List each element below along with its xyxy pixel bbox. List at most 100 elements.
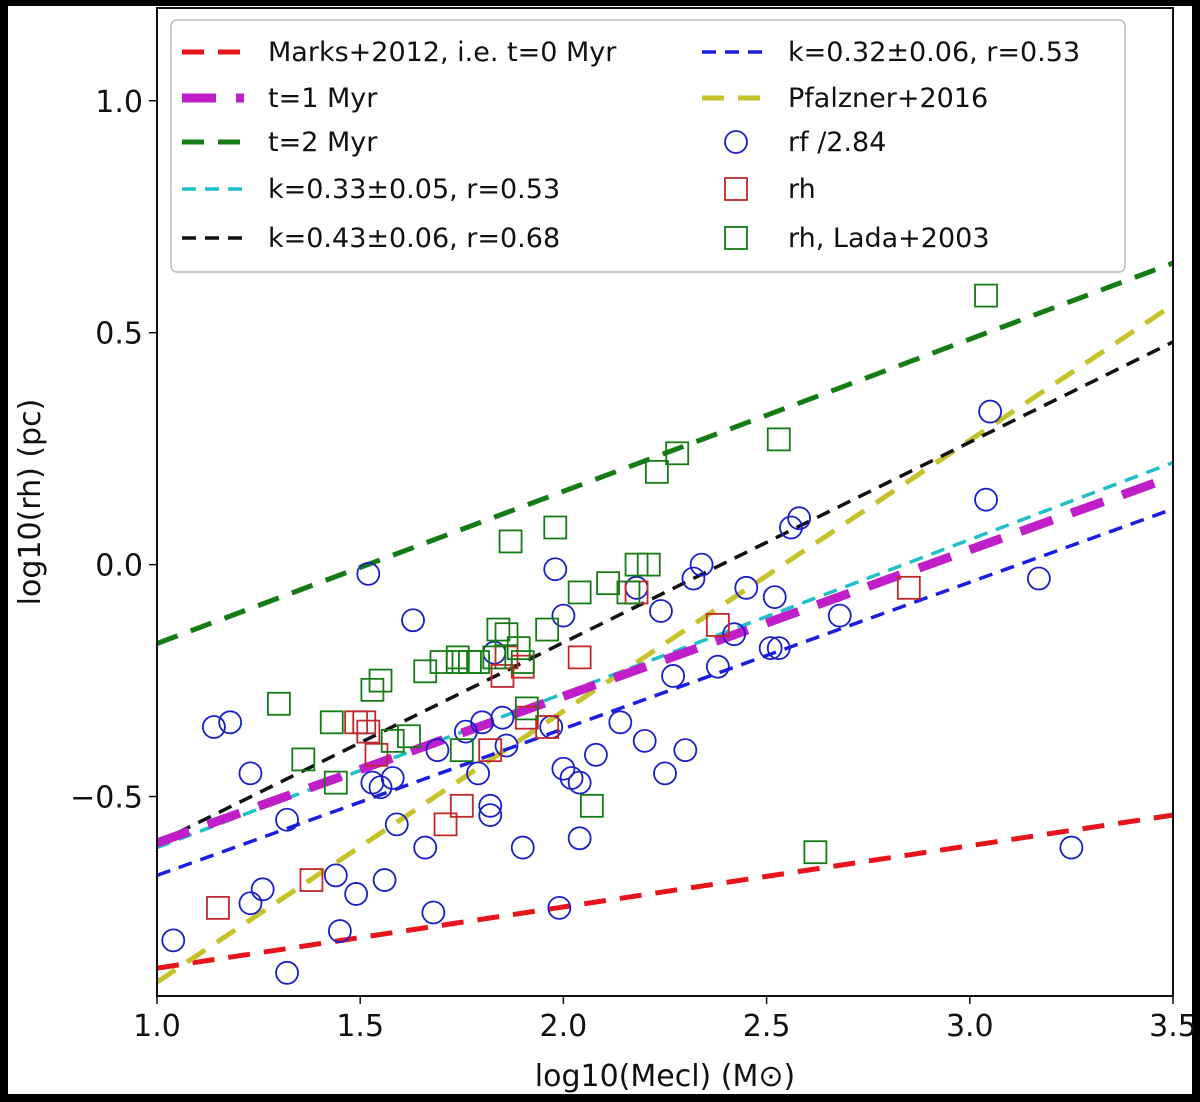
legend-item-k-0-33-0-05-r-0-53: k=0.33±0.05, r=0.53 bbox=[182, 174, 560, 205]
data-point-square-green bbox=[319, 710, 344, 735]
data-point-circle bbox=[827, 603, 852, 628]
data-point-square-red bbox=[535, 715, 560, 739]
legend-label: rh, Lada+2003 bbox=[788, 223, 990, 254]
legend-item-rf-2-84: rf /2.84 bbox=[724, 127, 886, 158]
data-point-circle bbox=[250, 877, 275, 902]
x-tick-label: 1.5 bbox=[336, 1009, 384, 1044]
data-point-square-green bbox=[368, 668, 393, 693]
data-point-square-green bbox=[510, 650, 535, 674]
data-point-square-green bbox=[267, 691, 291, 716]
data-point-circle bbox=[218, 710, 243, 735]
y-axis-label: log10(rh) (pc) bbox=[13, 399, 48, 606]
data-point-circle bbox=[705, 654, 730, 679]
data-point-circle bbox=[632, 728, 657, 753]
data-point-circle bbox=[974, 487, 998, 512]
data-point-circle bbox=[734, 575, 759, 600]
data-point-circle bbox=[510, 835, 535, 860]
data-point-circle bbox=[624, 575, 649, 600]
data-point-circle bbox=[543, 557, 568, 582]
data-point-square-green bbox=[380, 728, 405, 753]
data-point-square-green bbox=[486, 617, 511, 642]
data-point-circle bbox=[1059, 835, 1084, 860]
data-point-circle bbox=[201, 715, 226, 739]
x-tick-label: 1.0 bbox=[133, 1009, 181, 1044]
data-point-square-red bbox=[352, 710, 377, 735]
data-point-square-green bbox=[429, 650, 454, 674]
data-point-circle bbox=[161, 928, 186, 953]
fit-line-marks-2012-i-e-t-0-myr bbox=[157, 812, 1173, 971]
data-point-square-green bbox=[616, 580, 641, 605]
legend-item-rh-lada-2003: rh, Lada+2003 bbox=[724, 223, 990, 254]
data-point-circle bbox=[490, 705, 515, 730]
data-point-circle bbox=[608, 710, 633, 735]
x-axis-ticks: 1.0 1.5 2.0 2.5 3.0 3.5 bbox=[133, 996, 1197, 1044]
legend-label: k=0.33±0.05, r=0.53 bbox=[268, 174, 560, 205]
legend-label: t=2 Myr bbox=[268, 127, 378, 158]
legend-item-k-0-43-0-06-r-0-68: k=0.43±0.06, r=0.68 bbox=[182, 223, 560, 254]
data-point-circle bbox=[275, 960, 299, 985]
data-point-circle bbox=[779, 515, 803, 540]
data-point-circle bbox=[551, 756, 576, 781]
data-point-circle bbox=[978, 399, 1003, 424]
data-point-circle bbox=[567, 770, 592, 795]
legend-box bbox=[170, 19, 1126, 273]
data-point-square-green bbox=[413, 659, 438, 684]
data-point-circle bbox=[421, 900, 446, 925]
data-point-square-red bbox=[356, 719, 381, 744]
data-point-square-green bbox=[543, 515, 568, 540]
data-point-square-green bbox=[397, 724, 421, 749]
data-point-circle bbox=[681, 566, 706, 591]
data-point-circle bbox=[758, 636, 783, 661]
data-point-circle bbox=[567, 826, 592, 851]
fit-line-k-0-43-0-06-r-0-68 bbox=[157, 340, 1173, 845]
data-point-square-green bbox=[535, 617, 560, 642]
data-point-square-green bbox=[494, 622, 519, 647]
data-point-circle bbox=[653, 761, 677, 786]
data-point-square-red bbox=[490, 664, 515, 688]
data-point-square-green bbox=[466, 650, 490, 674]
fit-line-k-0-32-0-06-r-0-53 bbox=[157, 507, 1173, 878]
axes-box bbox=[156, 7, 1174, 997]
data-point-circle bbox=[649, 599, 673, 623]
data-point-square-green bbox=[445, 645, 470, 670]
data-point-circle bbox=[238, 891, 263, 916]
data-markers bbox=[161, 283, 1084, 985]
data-point-circle bbox=[689, 552, 714, 577]
data-point-square-green bbox=[514, 696, 539, 721]
data-point-circle bbox=[1026, 566, 1051, 591]
legend-label: Marks+2012, i.e. t=0 Myr bbox=[268, 37, 617, 68]
data-point-square-green bbox=[323, 770, 348, 795]
legend-label: k=0.32±0.06, r=0.53 bbox=[788, 37, 1080, 68]
data-point-square-green bbox=[482, 645, 507, 670]
fit-lines bbox=[157, 260, 1173, 985]
data-point-square-green bbox=[803, 840, 828, 865]
data-point-circle bbox=[413, 835, 438, 860]
data-point-circle bbox=[384, 812, 409, 837]
data-point-circle bbox=[584, 742, 608, 767]
data-point-circle bbox=[494, 733, 519, 758]
legend-swatch bbox=[724, 177, 748, 201]
legend-label: k=0.43±0.06, r=0.68 bbox=[268, 223, 560, 254]
data-point-square-red bbox=[896, 575, 921, 600]
legend-label: rf /2.84 bbox=[788, 127, 886, 158]
legend-label: Pfalzner+2016 bbox=[788, 83, 988, 114]
data-point-circle bbox=[722, 622, 746, 647]
y-tick-label: 0.0 bbox=[95, 549, 143, 584]
data-point-circle bbox=[559, 766, 584, 790]
data-point-square-green bbox=[665, 441, 690, 466]
legend-item-pfalzner-2016: Pfalzner+2016 bbox=[702, 83, 988, 114]
data-point-square-green bbox=[360, 677, 385, 702]
data-point-square-green bbox=[291, 747, 316, 772]
fit-line-pfalzner-2016 bbox=[157, 302, 1173, 985]
legend-item-t-1-myr: t=1 Myr bbox=[182, 83, 378, 114]
data-point-circle bbox=[766, 636, 791, 661]
data-point-circle bbox=[661, 664, 686, 688]
data-point-square-green bbox=[579, 793, 604, 818]
data-point-square-green bbox=[636, 552, 661, 577]
y-tick-label: −0.5 bbox=[70, 781, 143, 816]
data-point-circle bbox=[368, 775, 393, 800]
legend-item-t-2-myr: t=2 Myr bbox=[182, 127, 378, 158]
data-point-square-red bbox=[433, 812, 458, 837]
x-axis-label: log10(Mecl) (M⊙) bbox=[535, 1059, 795, 1094]
x-tick-label: 3.5 bbox=[1149, 1009, 1197, 1044]
